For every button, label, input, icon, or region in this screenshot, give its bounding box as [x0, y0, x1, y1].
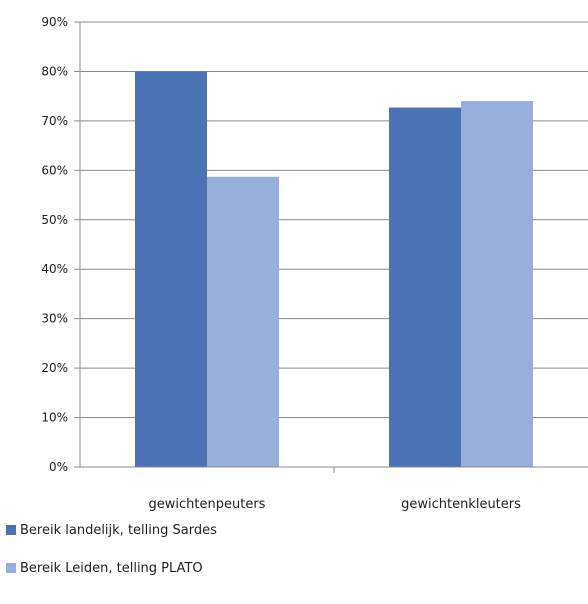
x-tick-label: gewichtenpeuters [149, 497, 266, 512]
bar-series-2-gewichtenkleuters [461, 101, 533, 467]
legend-swatch-series-2 [6, 563, 16, 573]
bar-series-1-gewichtenkleuters [389, 107, 461, 468]
y-tick-label: 60% [41, 163, 68, 177]
legend-item-series-1: Bereik landelijk, telling Sardes [6, 518, 217, 542]
y-tick-label: 70% [41, 114, 68, 128]
legend-item-series-2: Bereik Leiden, telling PLATO [6, 556, 217, 580]
y-axis: 0% 10% 20% 30% 40% 50% 60% 70% 80% 90% [41, 15, 81, 474]
y-tick-label: 40% [41, 262, 68, 276]
y-tick-label: 0% [49, 460, 68, 474]
legend: Bereik landelijk, telling Sardes Bereik … [6, 518, 217, 594]
bar-series-2-gewichtenpeuters [207, 176, 279, 467]
legend-swatch-series-1 [6, 525, 16, 535]
bar-series-1-gewichtenpeuters [135, 71, 207, 467]
y-tick-label: 10% [41, 411, 68, 425]
x-tick-label: gewichtenkleuters [401, 497, 521, 512]
x-axis: gewichtenpeuters gewichtenkleuters [80, 466, 588, 512]
y-tick-label: 90% [41, 15, 68, 29]
y-tick-label: 50% [41, 213, 68, 227]
y-tick-label: 20% [41, 361, 68, 375]
y-tick-label: 80% [41, 64, 68, 78]
legend-label-series-2: Bereik Leiden, telling PLATO [20, 560, 203, 576]
bars [135, 71, 533, 468]
y-tick-label: 30% [41, 312, 68, 326]
legend-label-series-1: Bereik landelijk, telling Sardes [20, 522, 217, 538]
